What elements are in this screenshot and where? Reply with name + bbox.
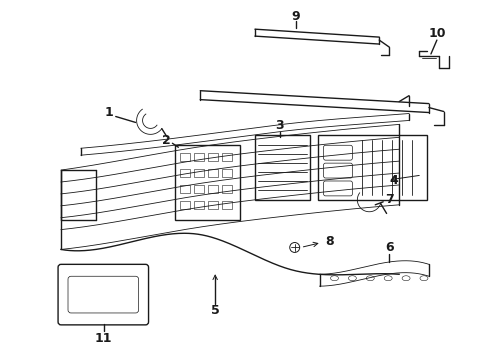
Text: 9: 9 — [291, 10, 300, 23]
Ellipse shape — [366, 276, 373, 281]
Text: 7: 7 — [384, 193, 393, 206]
Bar — [222, 201, 232, 209]
FancyBboxPatch shape — [323, 163, 352, 178]
Ellipse shape — [384, 276, 391, 281]
Ellipse shape — [419, 276, 427, 281]
Bar — [194, 153, 204, 161]
Text: 8: 8 — [325, 235, 333, 248]
Bar — [180, 169, 190, 177]
Bar — [194, 185, 204, 193]
Bar — [180, 153, 190, 161]
FancyBboxPatch shape — [323, 145, 352, 160]
Text: 11: 11 — [95, 332, 112, 345]
Bar — [222, 185, 232, 193]
Bar — [317, 135, 426, 200]
Bar — [208, 185, 218, 193]
Bar — [194, 201, 204, 209]
Bar — [208, 169, 218, 177]
Bar — [222, 153, 232, 161]
Bar — [180, 185, 190, 193]
Bar — [208, 201, 218, 209]
Bar — [180, 201, 190, 209]
Bar — [208, 153, 218, 161]
Bar — [175, 145, 240, 220]
Bar — [222, 169, 232, 177]
Text: 3: 3 — [275, 119, 284, 132]
Text: 10: 10 — [427, 27, 445, 40]
Text: 2: 2 — [162, 134, 170, 147]
Ellipse shape — [401, 276, 409, 281]
Bar — [194, 169, 204, 177]
FancyBboxPatch shape — [58, 264, 148, 325]
Text: 4: 4 — [389, 174, 398, 186]
FancyBboxPatch shape — [323, 181, 352, 196]
Text: 1: 1 — [104, 106, 113, 119]
Circle shape — [289, 243, 299, 252]
Ellipse shape — [330, 276, 338, 281]
Ellipse shape — [347, 276, 356, 281]
Text: 6: 6 — [384, 241, 393, 254]
Text: 5: 5 — [210, 305, 219, 318]
Bar — [254, 135, 309, 200]
FancyBboxPatch shape — [68, 276, 138, 313]
